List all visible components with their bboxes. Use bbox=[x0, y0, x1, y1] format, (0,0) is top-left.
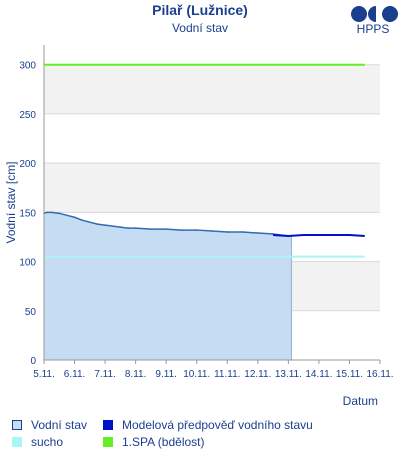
observed-point bbox=[150, 228, 152, 230]
x-axis-label: Datum bbox=[343, 394, 378, 408]
observed-point bbox=[241, 231, 244, 233]
observed-point bbox=[81, 219, 83, 222]
plot-band bbox=[44, 163, 380, 213]
water-level-chart: 0 50 100 150 200 250 300 5.11. 6.11. 7.11. 8.11. 9.… bbox=[4, 45, 394, 408]
x-tick-label: 8.11. bbox=[125, 369, 147, 380]
square-solid-icon bbox=[103, 437, 113, 447]
observed-point bbox=[180, 229, 183, 231]
y-tick-label: 200 bbox=[19, 159, 36, 170]
x-tick-label: 15.11. bbox=[336, 369, 363, 380]
chart-subtitle: Vodní stav bbox=[171, 21, 229, 35]
x-tick-label: 10.11. bbox=[183, 369, 210, 380]
x-tick-label: 11.11. bbox=[214, 369, 240, 380]
x-tick-label: 5.11. bbox=[33, 369, 55, 380]
x-tick-label: 12.11. bbox=[244, 369, 271, 380]
legend-label: sucho bbox=[31, 435, 64, 449]
observed-point bbox=[134, 227, 137, 229]
hpps-logo: HPPS bbox=[346, 6, 400, 42]
observed-point bbox=[50, 211, 53, 214]
y-tick-label: 150 bbox=[19, 208, 36, 219]
observed-point bbox=[195, 229, 198, 231]
y-axis-label: Vodní stav [cm] bbox=[4, 161, 18, 243]
observed-point bbox=[89, 221, 91, 223]
x-tick-label: 6.11. bbox=[64, 369, 86, 380]
square-solid-icon bbox=[12, 437, 22, 447]
logo-text: HPPS bbox=[356, 22, 390, 36]
observed-point bbox=[119, 226, 122, 228]
legend-label: Vodní stav bbox=[31, 418, 88, 432]
observed-point bbox=[257, 232, 259, 234]
x-tick-label: 7.11. bbox=[94, 369, 116, 380]
observed-point bbox=[165, 228, 167, 230]
observed-point bbox=[73, 216, 76, 219]
observed-point bbox=[127, 227, 129, 229]
legend-label: 1.SPA (bdělost) bbox=[122, 435, 205, 449]
legend-item[interactable]: Vodní stav bbox=[12, 418, 87, 432]
x-tick-label: 16.11. bbox=[366, 369, 393, 380]
forecast-line bbox=[273, 233, 365, 237]
y-tick-label: 300 bbox=[19, 61, 36, 72]
legend-label: Modelová předpověď vodního stavu bbox=[122, 418, 313, 432]
plot-band bbox=[44, 64, 380, 114]
y-tick-label: 50 bbox=[25, 307, 37, 318]
x-tick-label: 13.11. bbox=[275, 369, 302, 380]
legend-item[interactable]: sucho bbox=[12, 435, 63, 449]
observed-point bbox=[104, 224, 106, 226]
observed-point bbox=[66, 214, 68, 217]
hpps-logo-icon bbox=[351, 6, 398, 22]
observed-point bbox=[111, 225, 114, 227]
observed-point bbox=[46, 211, 48, 214]
y-tick-label: 100 bbox=[19, 258, 36, 269]
observed-point bbox=[96, 223, 99, 225]
legend: Vodní stav Modelová předpověď vodního sta… bbox=[0, 418, 400, 460]
legend-item[interactable]: 1.SPA (bdělost) bbox=[103, 435, 205, 449]
plot-band-top bbox=[44, 45, 380, 65]
chart-title: Pilař (Lužnice) bbox=[152, 2, 248, 18]
observed-point bbox=[226, 231, 229, 233]
square-outline-icon bbox=[12, 420, 22, 430]
legend-item[interactable]: Modelová předpověď vodního stavu bbox=[103, 418, 313, 432]
observed-area bbox=[44, 212, 292, 360]
y-tick-label: 0 bbox=[30, 356, 36, 367]
y-tick-label: 250 bbox=[19, 110, 36, 121]
x-tick-label: 14.11. bbox=[305, 369, 332, 380]
observed-point bbox=[58, 212, 61, 215]
x-tick-label: 9.11. bbox=[155, 369, 177, 380]
observed-point bbox=[211, 230, 213, 232]
square-solid-icon bbox=[103, 420, 113, 430]
